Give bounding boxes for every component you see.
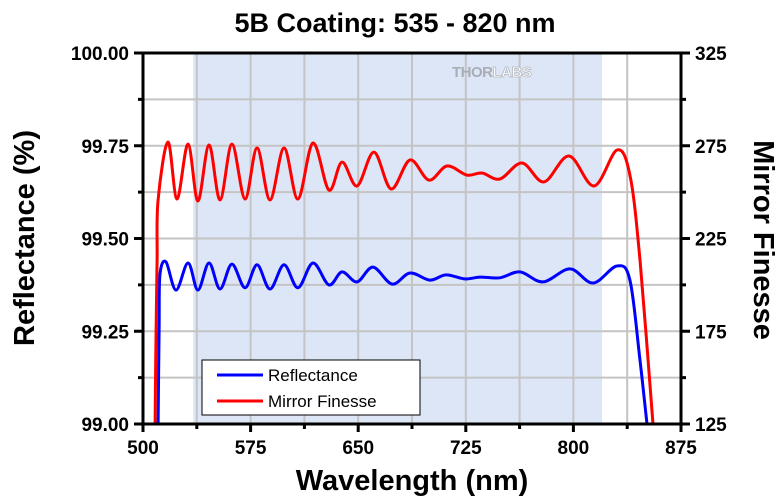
- y2-axis-label: Mirror Finesse: [747, 140, 779, 340]
- watermark-labs: LABS: [493, 64, 532, 81]
- series-line-reflectance: [156, 259, 649, 424]
- y-tick-label: 99.50: [81, 230, 129, 251]
- y2-tick-label: 275: [695, 137, 727, 158]
- series-line-mirror-finesse: [153, 140, 655, 424]
- x-tick-label: 500: [127, 438, 159, 459]
- x-tick-label: 575: [235, 438, 267, 459]
- y-tick-label: 99.25: [81, 322, 129, 343]
- tick-labels: 500 575 650 725 800 875 99.00 99.25 99.50 99.75 10…: [71, 44, 727, 459]
- y2-tick-label: 225: [695, 230, 727, 251]
- y-tick-label: 99.75: [81, 137, 129, 158]
- x-tick-label: 800: [558, 438, 590, 459]
- y-tick-label: 100.00: [71, 44, 129, 65]
- x-tick-label: 725: [450, 438, 482, 459]
- legend-box: [201, 359, 421, 416]
- y2-tick-label: 175: [695, 322, 727, 343]
- y-tick-label: 99.00: [81, 415, 129, 436]
- watermark-thor: THOR: [452, 64, 493, 81]
- y-axis-label: Reflectance (%): [9, 130, 41, 346]
- y2-tick-label: 325: [695, 44, 727, 65]
- legend-label-mirror-finesse: Mirror Finesse: [268, 392, 377, 411]
- x-tick-label: 875: [665, 438, 697, 459]
- chart-title: 5B Coating: 535 - 820 nm: [234, 8, 555, 38]
- thorlabs-watermark: THORLABS: [452, 64, 532, 81]
- legend: Reflectance Mirror Finesse: [201, 359, 421, 416]
- axes: [134, 51, 690, 432]
- legend-label-reflectance: Reflectance: [268, 366, 358, 385]
- x-tick-label: 650: [342, 438, 374, 459]
- y2-tick-label: 125: [695, 415, 727, 436]
- x-axis-label: Wavelength (nm): [296, 465, 529, 497]
- series-layer: [153, 140, 655, 424]
